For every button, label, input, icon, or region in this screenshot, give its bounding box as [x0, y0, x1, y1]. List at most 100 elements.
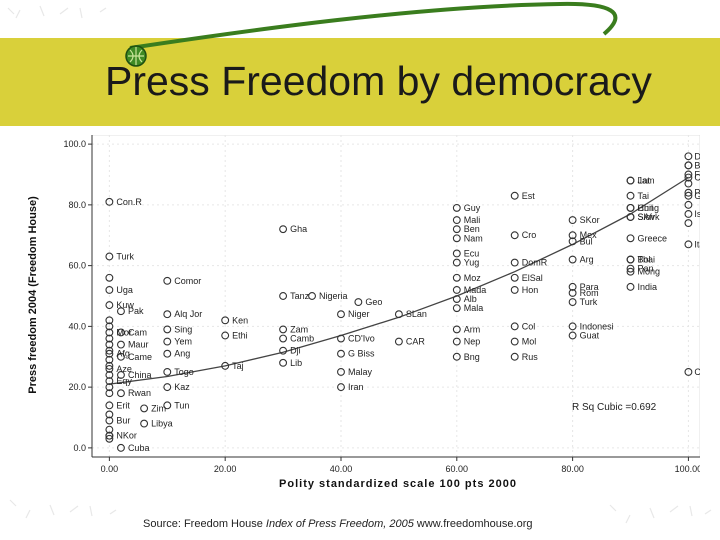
point-label: Zim: [151, 403, 166, 413]
data-point: [105, 316, 114, 325]
point-label: Jam: [638, 176, 655, 186]
y-tick-label: 100.0: [63, 139, 86, 149]
point-label: Indonesi: [580, 321, 614, 331]
data-point: [626, 191, 635, 200]
data-point: [684, 188, 693, 197]
point-label: Malay: [348, 367, 373, 377]
data-point: [510, 191, 519, 200]
point-label: Alb: [464, 294, 477, 304]
point-label: Ethi: [232, 330, 248, 340]
data-point: [105, 328, 114, 337]
data-point: [163, 276, 172, 285]
data-point: [105, 425, 114, 434]
point-label: Comor: [174, 276, 201, 286]
data-point: [221, 316, 230, 325]
data-point: [452, 225, 461, 234]
point-label: CRica: [694, 367, 700, 377]
data-point: [568, 282, 577, 291]
data-point: [684, 191, 693, 200]
data-point: [140, 419, 149, 428]
point-label: Col: [522, 321, 536, 331]
point-label: Tun: [174, 400, 189, 410]
data-point: [105, 371, 114, 379]
point-label: Can: [694, 173, 700, 183]
point-label: Para: [580, 282, 599, 292]
point-label: SKor: [580, 215, 600, 225]
point-label: Pak: [128, 306, 144, 316]
point-label: NKor: [116, 431, 137, 441]
grid-layer: [92, 135, 700, 457]
data-point: [568, 331, 577, 340]
source-italic: Index of Press Freedom, 2005: [265, 518, 414, 530]
data-point: [626, 264, 635, 273]
point-label: CAR: [406, 337, 426, 347]
point-label: Mali: [464, 215, 481, 225]
data-point: [308, 292, 316, 300]
data-point: [117, 371, 125, 379]
point-label: Aze: [116, 364, 132, 374]
point-label: Yug: [464, 258, 480, 268]
data-point: [510, 337, 519, 346]
data-point: [279, 358, 288, 367]
data-point: [337, 383, 345, 392]
data-point: [163, 325, 172, 334]
data-point: [510, 258, 519, 267]
data-point: [684, 200, 693, 209]
x-tick-label: 60.00: [446, 464, 469, 474]
point-label: Pan: [638, 264, 654, 274]
data-point: [105, 273, 114, 282]
source-note: Source: Freedom House Index of Press Fre…: [143, 518, 532, 530]
data-point: [163, 337, 172, 346]
point-label: Mor: [116, 327, 132, 337]
point-label: SAfr: [638, 212, 656, 222]
source-prefix: Source: Freedom House: [143, 518, 266, 530]
point-label: G Biss: [348, 349, 375, 359]
data-point: [337, 349, 345, 358]
point-label: Bol: [638, 255, 651, 265]
data-point: [163, 383, 172, 392]
point-label: SLan: [406, 309, 427, 319]
point-label: Belg: [694, 160, 700, 170]
point-label: Fin: [694, 169, 700, 179]
data-point: [105, 322, 114, 331]
y-tick-label: 0.0: [73, 443, 86, 453]
x-tick-label: 0.00: [101, 464, 119, 474]
data-point: [117, 443, 125, 452]
data-point: [626, 234, 635, 243]
point-label: Ang: [174, 349, 190, 359]
data-point: [105, 361, 114, 370]
point-label: ElSal: [522, 273, 543, 283]
point-label: Lib: [290, 358, 302, 368]
point-label: Slovk: [638, 212, 661, 222]
data-point: [510, 231, 519, 240]
point-label: Cam: [128, 327, 147, 337]
data-point: [354, 298, 363, 307]
point-label: Nigeria: [319, 291, 348, 301]
points-layer: [105, 152, 693, 452]
point-label: Con.R: [116, 197, 142, 207]
point-label: Mex: [580, 230, 598, 240]
fit-statistic-label: R Sq Cubic =0.692: [572, 402, 657, 413]
data-point: [452, 216, 461, 225]
point-label: Moz: [464, 273, 482, 283]
point-label: Sing: [174, 324, 192, 334]
data-point: [105, 401, 114, 410]
point-label: Thai: [638, 255, 656, 265]
point-label: Niger: [348, 309, 370, 319]
data-point: [163, 401, 172, 410]
data-point: [105, 431, 114, 440]
y-tick-label: 20.0: [68, 382, 86, 392]
data-point: [568, 322, 577, 331]
point-label: Den: [694, 151, 700, 161]
top-swoosh-decoration: [129, 1, 618, 50]
point-label: Uga: [116, 285, 133, 295]
x-axis-label: Polity standardized scale 100 pts 2000: [279, 478, 517, 490]
point-label: Bng: [464, 352, 480, 362]
point-label: Rom: [580, 288, 599, 298]
point-label: Erit: [116, 400, 130, 410]
data-point: [117, 307, 125, 316]
point-label: Tai: [638, 191, 650, 201]
data-point: [626, 213, 635, 221]
point-label: Libya: [151, 419, 173, 429]
point-label: Nep: [464, 337, 481, 347]
